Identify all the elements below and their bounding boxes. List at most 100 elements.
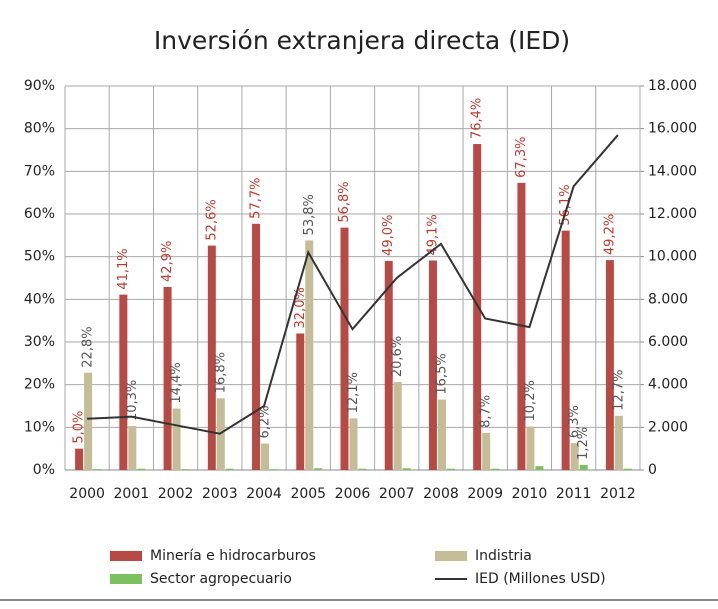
bar [296,333,305,470]
value-label: 76,4% [470,98,485,139]
x-tick-label: 2000 [69,486,105,502]
bar [163,286,172,470]
bar [402,468,411,470]
x-tick-label: 2012 [600,486,636,502]
value-label: 52,6% [204,199,219,240]
bar [75,448,84,470]
bar [535,466,544,470]
y2-tick-label: 6.000 [648,334,688,350]
value-label: 12,7% [611,370,626,411]
bar [207,245,216,470]
x-tick-label: 2010 [512,486,548,502]
bar [252,223,261,470]
bar [393,382,402,470]
x-tick-label: 2007 [379,486,415,502]
value-label: 67,3% [514,137,529,178]
bar [605,260,614,470]
bar [428,260,437,470]
value-label: 49,2% [602,214,617,255]
bar [561,230,570,470]
y2-tick-label: 4.000 [648,377,688,393]
bar [570,443,579,470]
value-label: 8,7% [479,395,494,428]
value-label: 49,0% [381,215,396,256]
x-tick-label: 2009 [467,486,503,502]
bar [261,443,270,470]
value-label: 6,2% [258,406,273,439]
y2-tick-label: 8.000 [648,291,688,307]
y2-tick-label: 0 [648,462,657,478]
x-tick-label: 2001 [114,486,150,502]
value-label: 22,8% [81,326,96,367]
bar [225,468,234,470]
bar [349,418,358,470]
y-tick-label: 90% [24,78,55,94]
bar [623,468,632,470]
bar [384,260,393,470]
bar [482,432,491,470]
value-label: 12,1% [346,372,361,413]
value-label: 10,2% [523,380,538,421]
legend-swatch [110,551,142,561]
value-label: 41,1% [116,248,131,289]
y-tick-label: 70% [24,163,55,179]
bar [614,415,623,470]
y-tick-label: 40% [24,291,55,307]
legend-swatch [435,551,467,561]
bar [137,468,146,470]
bar [172,408,181,470]
bar [446,468,455,470]
value-label: 32,0% [293,287,308,328]
bar [358,468,367,470]
bar [579,464,588,470]
x-tick-label: 2003 [202,486,238,502]
value-label: 57,7% [249,178,264,219]
value-label: 1,2% [576,427,591,460]
y2-tick-label: 14.000 [648,163,697,179]
bar [93,469,102,470]
value-label: 5,0% [72,411,87,444]
value-label: 56,8% [337,181,352,222]
x-tick-label: 2005 [290,486,326,502]
x-tick-label: 2008 [423,486,459,502]
y2-tick-label: 18.000 [648,78,697,94]
bar [305,240,314,470]
y-tick-label: 50% [24,249,55,265]
bar [181,469,190,470]
value-label: 10,3% [125,380,140,421]
bar [491,468,500,470]
y2-tick-label: 2.000 [648,419,688,435]
bar [473,144,482,470]
y-tick-label: 60% [24,206,55,222]
bar [84,372,93,470]
legend-label: Minería e hidrocarburos [150,548,316,564]
y2-tick-label: 16.000 [648,121,697,137]
value-label: 14,4% [169,362,184,403]
bar [314,468,323,470]
value-label: 42,9% [160,241,175,282]
y-tick-label: 30% [24,334,55,350]
bar [128,426,137,470]
legend-label: Indistria [475,548,532,564]
y-tick-label: 20% [24,377,55,393]
value-label: 16,8% [213,352,228,393]
ied-line [87,134,619,435]
value-label: 16,5% [434,353,449,394]
y2-tick-label: 12.000 [648,206,697,222]
y-tick-label: 0% [33,462,55,478]
y-tick-label: 10% [24,419,55,435]
value-label: 49,1% [425,214,440,255]
value-label: 6,3% [567,405,582,438]
bar [526,426,535,470]
chart-title: Inversión extranjera directa (IED) [154,26,570,55]
x-tick-label: 2002 [158,486,194,502]
legend-label: IED (Millones USD) [475,571,606,587]
y-tick-label: 80% [24,121,55,137]
value-label: 56,1% [558,184,573,225]
value-label: 53,8% [302,194,317,235]
x-tick-label: 2004 [246,486,282,502]
bar [437,399,446,470]
legend-swatch [110,574,142,584]
x-tick-label: 2006 [335,486,371,502]
